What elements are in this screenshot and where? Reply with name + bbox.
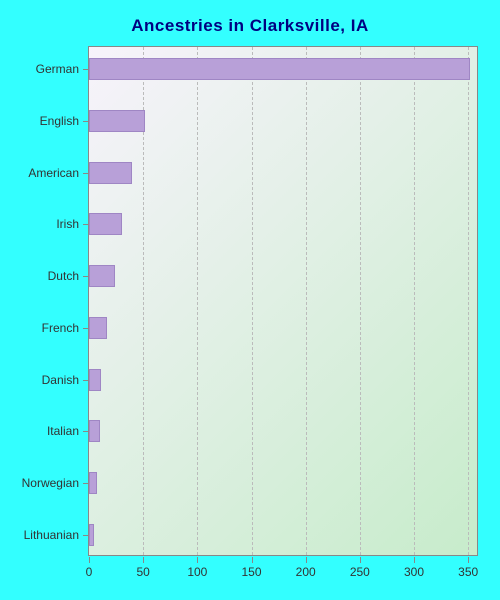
x-tick-label: 300 xyxy=(404,565,424,579)
x-tick-label: 250 xyxy=(350,565,370,579)
x-tick-label: 350 xyxy=(458,565,478,579)
x-tick xyxy=(143,557,144,563)
gridline xyxy=(306,47,307,555)
y-tick-label: Irish xyxy=(56,217,79,231)
gridline xyxy=(360,47,361,555)
x-tick xyxy=(197,557,198,563)
plot-area: 050100150200250300350GermanEnglishAmeric… xyxy=(88,46,478,556)
x-tick-label: 150 xyxy=(241,565,261,579)
y-tick-label: American xyxy=(28,166,79,180)
y-tick-label: Danish xyxy=(42,373,79,387)
bar xyxy=(89,317,107,339)
x-tick-label: 100 xyxy=(187,565,207,579)
bar xyxy=(89,524,94,546)
x-tick xyxy=(360,557,361,563)
x-tick xyxy=(414,557,415,563)
gridline xyxy=(197,47,198,555)
bar xyxy=(89,420,100,442)
y-tick-label: English xyxy=(40,114,79,128)
gridline xyxy=(468,47,469,555)
x-tick xyxy=(89,557,90,563)
bar xyxy=(89,110,145,132)
gridline xyxy=(414,47,415,555)
gridline xyxy=(252,47,253,555)
y-tick-label: German xyxy=(36,62,79,76)
bar xyxy=(89,472,97,494)
bar xyxy=(89,265,115,287)
y-tick-label: French xyxy=(42,321,79,335)
bar xyxy=(89,213,122,235)
bar xyxy=(89,58,470,80)
x-tick xyxy=(252,557,253,563)
y-tick-label: Lithuanian xyxy=(24,528,79,542)
x-tick-label: 50 xyxy=(136,565,149,579)
x-tick xyxy=(468,557,469,563)
y-tick-label: Norwegian xyxy=(22,476,79,490)
y-tick-label: Italian xyxy=(47,424,79,438)
x-tick-label: 0 xyxy=(86,565,93,579)
bar xyxy=(89,369,101,391)
chart-frame: Ancestries in Clarksville, IA City-Data.… xyxy=(10,10,490,590)
chart-title: Ancestries in Clarksville, IA xyxy=(10,16,490,36)
x-tick xyxy=(306,557,307,563)
x-tick-label: 200 xyxy=(296,565,316,579)
y-tick-label: Dutch xyxy=(48,269,79,283)
bar xyxy=(89,162,132,184)
